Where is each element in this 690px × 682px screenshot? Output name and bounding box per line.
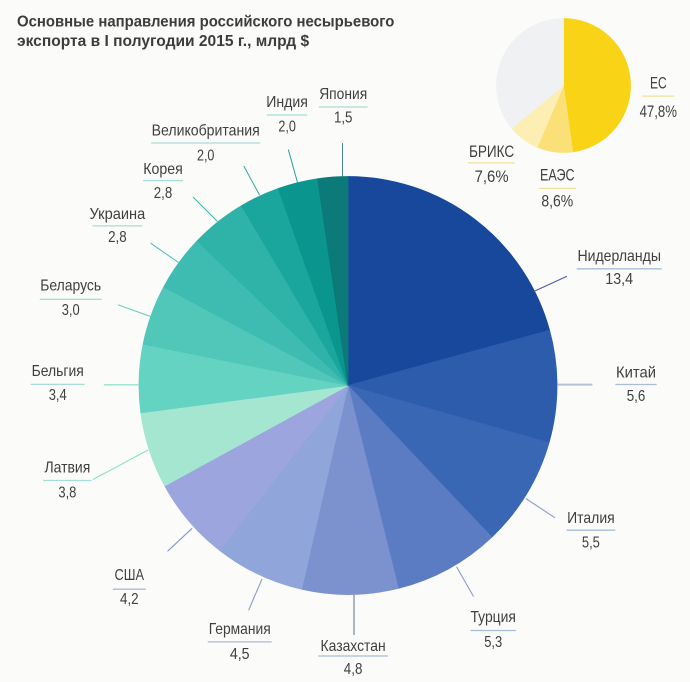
svg-text:Казахстан: Казахстан bbox=[321, 638, 386, 655]
svg-text:экспорта в I полугодии 2015 г.: экспорта в I полугодии 2015 г., млрд $ bbox=[17, 33, 309, 50]
svg-text:5,6: 5,6 bbox=[627, 388, 646, 405]
svg-text:4,2: 4,2 bbox=[120, 591, 139, 608]
svg-text:Италия: Италия bbox=[567, 510, 615, 527]
svg-text:4,8: 4,8 bbox=[344, 661, 363, 678]
svg-text:1,5: 1,5 bbox=[334, 109, 353, 126]
svg-text:Япония: Япония bbox=[319, 86, 367, 103]
svg-text:4,5: 4,5 bbox=[230, 646, 250, 663]
svg-text:3,0: 3,0 bbox=[62, 302, 80, 319]
svg-text:3,8: 3,8 bbox=[58, 484, 76, 501]
svg-text:13,4: 13,4 bbox=[605, 271, 633, 288]
svg-text:Корея: Корея bbox=[143, 161, 183, 178]
svg-text:Латвия: Латвия bbox=[45, 460, 91, 477]
svg-text:8,6%: 8,6% bbox=[541, 192, 573, 210]
svg-text:Индия: Индия bbox=[266, 94, 308, 111]
svg-text:7,6%: 7,6% bbox=[475, 168, 509, 186]
svg-text:5,3: 5,3 bbox=[484, 634, 502, 651]
svg-text:США: США bbox=[115, 567, 145, 584]
svg-text:ЕС: ЕС bbox=[650, 75, 667, 93]
svg-text:47,8%: 47,8% bbox=[640, 103, 678, 121]
svg-text:Великобритания: Великобритания bbox=[152, 122, 260, 139]
svg-text:Бельгия: Бельгия bbox=[32, 363, 84, 380]
svg-text:Нидерланды: Нидерланды bbox=[577, 248, 661, 265]
svg-text:2,0: 2,0 bbox=[197, 148, 215, 165]
svg-text:Основные направления российско: Основные направления российского несырье… bbox=[17, 13, 395, 30]
svg-text:Китай: Китай bbox=[616, 365, 656, 382]
svg-text:2,8: 2,8 bbox=[154, 185, 173, 202]
svg-text:3,4: 3,4 bbox=[49, 387, 67, 404]
svg-text:Турция: Турция bbox=[470, 609, 516, 626]
svg-text:5,5: 5,5 bbox=[582, 535, 600, 552]
svg-text:БРИКС: БРИКС bbox=[469, 143, 514, 161]
svg-text:ЕАЭС: ЕАЭС bbox=[540, 167, 575, 185]
svg-text:2,8: 2,8 bbox=[108, 229, 127, 246]
svg-text:Германия: Германия bbox=[209, 621, 271, 638]
svg-text:Украина: Украина bbox=[90, 206, 146, 223]
svg-text:2,0: 2,0 bbox=[278, 118, 296, 135]
svg-text:Беларусь: Беларусь bbox=[40, 278, 101, 295]
